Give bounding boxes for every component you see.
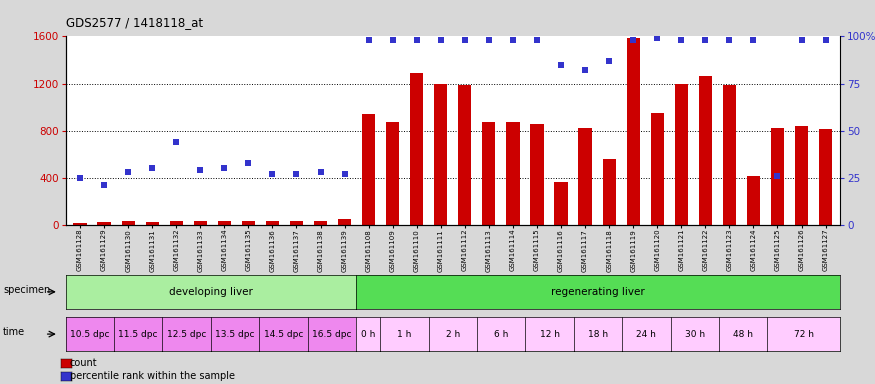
Text: 12.5 dpc: 12.5 dpc bbox=[167, 329, 206, 339]
Bar bbox=[482, 122, 495, 225]
Text: 48 h: 48 h bbox=[733, 329, 753, 339]
Bar bbox=[193, 221, 206, 225]
Point bbox=[602, 58, 616, 64]
Text: regenerating liver: regenerating liver bbox=[551, 287, 645, 297]
Point bbox=[723, 37, 737, 43]
Bar bbox=[771, 128, 784, 225]
Text: 24 h: 24 h bbox=[636, 329, 656, 339]
Bar bbox=[410, 73, 424, 225]
Bar bbox=[675, 84, 688, 225]
Bar bbox=[362, 114, 375, 225]
Point bbox=[410, 37, 423, 43]
Bar bbox=[314, 220, 327, 225]
Text: 6 h: 6 h bbox=[494, 329, 508, 339]
Bar bbox=[699, 76, 712, 225]
Point bbox=[650, 35, 664, 41]
Point bbox=[482, 37, 496, 43]
Bar bbox=[74, 222, 87, 225]
Point bbox=[121, 169, 135, 175]
Bar bbox=[507, 122, 520, 225]
Text: percentile rank within the sample: percentile rank within the sample bbox=[70, 371, 235, 381]
Text: 14.5 dpc: 14.5 dpc bbox=[263, 329, 303, 339]
Bar bbox=[626, 38, 640, 225]
Point bbox=[97, 182, 111, 188]
Text: specimen: specimen bbox=[4, 285, 51, 295]
Point bbox=[386, 37, 400, 43]
Point bbox=[217, 165, 231, 171]
Text: developing liver: developing liver bbox=[169, 287, 253, 297]
Point bbox=[193, 167, 207, 173]
Point bbox=[819, 37, 833, 43]
Point bbox=[458, 37, 472, 43]
Bar bbox=[651, 113, 664, 225]
Bar bbox=[122, 221, 135, 225]
Point bbox=[626, 37, 640, 43]
Point bbox=[746, 37, 760, 43]
Point bbox=[169, 139, 183, 145]
Bar bbox=[218, 221, 231, 225]
Bar bbox=[555, 182, 568, 225]
Point bbox=[771, 173, 785, 179]
Bar bbox=[794, 126, 808, 225]
Bar bbox=[97, 222, 111, 225]
Bar bbox=[458, 85, 472, 225]
Text: 16.5 dpc: 16.5 dpc bbox=[312, 329, 352, 339]
Text: 11.5 dpc: 11.5 dpc bbox=[118, 329, 158, 339]
Point bbox=[242, 159, 256, 166]
Point bbox=[73, 175, 87, 181]
Text: time: time bbox=[4, 327, 25, 338]
Bar bbox=[819, 129, 832, 225]
Bar bbox=[723, 85, 736, 225]
Point bbox=[506, 37, 520, 43]
Bar bbox=[266, 221, 279, 225]
Text: 10.5 dpc: 10.5 dpc bbox=[70, 329, 109, 339]
Bar bbox=[578, 128, 592, 225]
Point bbox=[290, 171, 304, 177]
Point bbox=[338, 171, 352, 177]
Bar bbox=[338, 219, 351, 225]
Point bbox=[794, 37, 808, 43]
Text: 12 h: 12 h bbox=[540, 329, 560, 339]
Text: 30 h: 30 h bbox=[685, 329, 705, 339]
Point bbox=[675, 37, 689, 43]
Text: 72 h: 72 h bbox=[794, 329, 814, 339]
Point bbox=[265, 171, 279, 177]
Text: GDS2577 / 1418118_at: GDS2577 / 1418118_at bbox=[66, 16, 203, 29]
Point bbox=[698, 37, 712, 43]
Point bbox=[530, 37, 544, 43]
Bar bbox=[386, 122, 399, 225]
Text: 18 h: 18 h bbox=[588, 329, 608, 339]
Bar bbox=[290, 221, 303, 225]
Bar bbox=[603, 159, 616, 225]
Point bbox=[313, 169, 327, 175]
Bar bbox=[434, 84, 447, 225]
Point bbox=[554, 62, 568, 68]
Text: 1 h: 1 h bbox=[397, 329, 411, 339]
Bar bbox=[170, 221, 183, 225]
Bar bbox=[746, 176, 760, 225]
Point bbox=[578, 67, 592, 73]
Bar bbox=[145, 222, 159, 225]
Text: 13.5 dpc: 13.5 dpc bbox=[215, 329, 255, 339]
Text: 0 h: 0 h bbox=[360, 329, 375, 339]
Point bbox=[434, 37, 448, 43]
Point bbox=[145, 165, 159, 171]
Bar bbox=[242, 220, 255, 225]
Bar bbox=[530, 124, 543, 225]
Text: 2 h: 2 h bbox=[445, 329, 460, 339]
Text: count: count bbox=[70, 358, 98, 368]
Point bbox=[361, 37, 375, 43]
